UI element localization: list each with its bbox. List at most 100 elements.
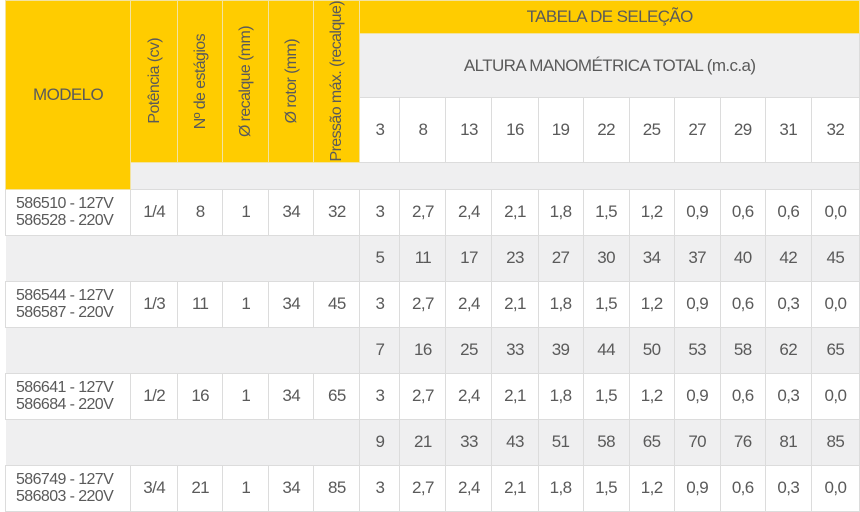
spec-cell: 34	[268, 280, 315, 328]
spec-column-header: Pressão máx. (recalque)	[313, 0, 361, 163]
spec-column-header: Ø recalque (mm)	[222, 0, 270, 163]
flow-cell: 51	[537, 418, 584, 466]
table-title: TABELA DE SELEÇÃO	[359, 0, 860, 34]
value-cell: 0,6	[764, 188, 812, 236]
flow-cell: 27	[537, 234, 584, 282]
flow-row: 7 16 25 33 39 44 50 53 58 62 65	[5, 326, 860, 374]
table-row: 586544 - 127V 586587 - 220V 1/3 11 1 34 45 3 2,7…	[4, 280, 860, 328]
selection-table: MODELO Potência (cv) Nº de estágios Ø recal…	[4, 0, 860, 512]
model-code: 586528 - 220V	[16, 212, 114, 229]
table-row: 586641 - 127V 586684 - 220V 1/2 16 1 34 65 3 2,7…	[4, 372, 860, 420]
value-cell: 0,6	[719, 280, 766, 328]
value-cell: 1,5	[582, 280, 630, 328]
table-row: 586510 - 127V 586528 - 220V 1/4 8 1 34 32 3 2,7 2…	[4, 188, 860, 236]
value-cell: 2,7	[399, 464, 447, 512]
spec-cell: 32	[313, 188, 361, 236]
value-cell: 1,2	[628, 188, 675, 236]
value-cell: 2,1	[491, 280, 539, 328]
flow-cell: 37	[673, 234, 721, 282]
model-code: 586803 - 220V	[16, 488, 114, 505]
model-cell: 586749 - 127V 586803 - 220V	[4, 464, 132, 512]
flow-cell: 65	[628, 418, 675, 466]
spec-column-label: Ø rotor (mm)	[282, 39, 300, 124]
flow-row-spacer	[5, 418, 360, 466]
height-header-cell: 8	[399, 97, 447, 163]
flow-cell: 58	[719, 326, 766, 374]
value-cell: 1,5	[582, 464, 630, 512]
height-header-cell: 19	[537, 97, 584, 163]
spec-column-label: Ø recalque (mm)	[237, 25, 255, 137]
value-cell: 0,3	[764, 464, 812, 512]
flow-cell: 30	[582, 234, 630, 282]
flow-cell: 81	[764, 418, 812, 466]
spec-cell: 16	[177, 372, 224, 420]
value-cell: 3	[359, 188, 401, 236]
spec-cell: 1/4	[130, 188, 179, 236]
height-header-cell: 25	[628, 97, 675, 163]
value-cell: 1,5	[582, 372, 630, 420]
spec-cell: 45	[313, 280, 361, 328]
model-cell: 586510 - 127V 586528 - 220V	[4, 188, 132, 236]
value-cell: 0,3	[764, 280, 812, 328]
value-cell: 0,3	[764, 372, 812, 420]
value-cell: 2,7	[399, 188, 447, 236]
value-cell: 0,6	[719, 188, 766, 236]
height-header-cell: 29	[719, 97, 766, 163]
value-cell: 1,2	[628, 464, 675, 512]
value-cell: 1,2	[628, 280, 675, 328]
flow-cell: 39	[537, 326, 584, 374]
height-header-cell: 32	[810, 97, 860, 163]
spec-column-label: Nº de estágios	[191, 33, 209, 129]
flow-cell: 44	[582, 326, 630, 374]
height-header-cell: 31	[764, 97, 812, 163]
spec-cell: 1/2	[130, 372, 179, 420]
flow-row: 5 11 17 23 27 30 34 37 40 42 45	[5, 234, 860, 282]
spec-column-label: Pressão máx. (recalque)	[328, 1, 346, 162]
height-header-cell: 27	[673, 97, 721, 163]
value-cell: 0,0	[810, 188, 860, 236]
flow-cell: 33	[445, 418, 493, 466]
flow-cell: 40	[719, 234, 766, 282]
value-cell: 2,1	[491, 372, 539, 420]
value-cell: 3	[359, 464, 401, 512]
value-cell: 1,8	[537, 188, 584, 236]
flow-cell: 43	[491, 418, 539, 466]
model-code: 586641 - 127V	[16, 379, 114, 396]
flow-row: 9 21 33 43 51 58 65 70 76 81 85	[5, 418, 860, 466]
flow-cell: 9	[359, 418, 401, 466]
value-cell: 0,9	[673, 464, 721, 512]
spec-column-label: Potência (cv)	[145, 38, 163, 125]
spec-cell: 21	[177, 464, 224, 512]
value-cell: 0,9	[673, 280, 721, 328]
spec-cell: 11	[177, 280, 224, 328]
flow-cell: 42	[764, 234, 812, 282]
flow-cell: 5	[359, 234, 401, 282]
value-cell: 2,4	[445, 464, 493, 512]
spec-cell: 1	[222, 280, 270, 328]
flow-cell: 45	[810, 234, 860, 282]
model-code: 586684 - 220V	[16, 396, 114, 413]
value-cell: 0,9	[673, 188, 721, 236]
flow-cell: 58	[582, 418, 630, 466]
value-cell: 0,6	[719, 372, 766, 420]
flow-cell: 62	[764, 326, 812, 374]
value-cell: 3	[359, 280, 401, 328]
value-cell: 1,8	[537, 280, 584, 328]
spec-cell: 1	[222, 188, 270, 236]
value-cell: 0,0	[810, 372, 860, 420]
spec-column-header: Ø rotor (mm)	[268, 0, 315, 163]
flow-cell: 53	[673, 326, 721, 374]
value-cell: 2,1	[491, 464, 539, 512]
spec-cell: 1	[222, 372, 270, 420]
flow-cell: 7	[359, 326, 401, 374]
table-subtitle: ALTURA MANOMÉTRICA TOTAL (m.c.a)	[359, 32, 860, 99]
value-cell: 2,7	[399, 372, 447, 420]
value-cell: 2,7	[399, 280, 447, 328]
spec-cell: 65	[313, 372, 361, 420]
flow-cell: 33	[491, 326, 539, 374]
value-cell: 2,1	[491, 188, 539, 236]
flow-cell: 17	[445, 234, 493, 282]
flow-cell: 16	[399, 326, 447, 374]
spec-cell: 8	[177, 188, 224, 236]
spec-cell: 3/4	[130, 464, 179, 512]
